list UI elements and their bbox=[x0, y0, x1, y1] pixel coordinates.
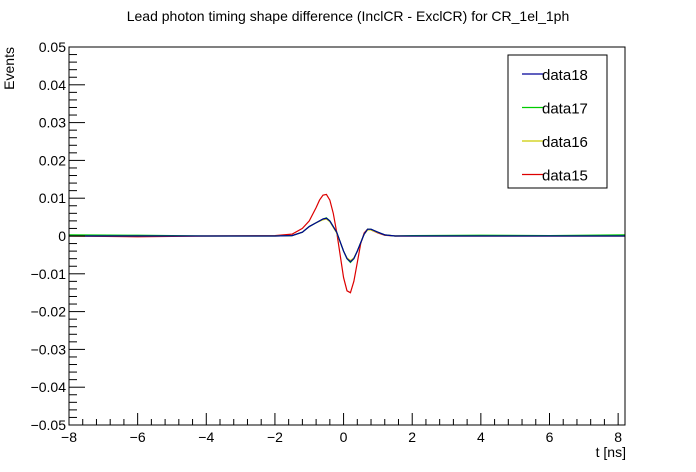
legend-label-data16: data16 bbox=[542, 134, 588, 151]
x-tick-label: −4 bbox=[198, 429, 214, 445]
y-tick-label: 0 bbox=[58, 228, 66, 244]
x-tick-label: −6 bbox=[130, 429, 146, 445]
legend-box bbox=[507, 54, 608, 189]
x-tick-label: 2 bbox=[408, 429, 416, 445]
series-line-data18 bbox=[69, 217, 625, 263]
chart-title: Lead photon timing shape difference (Inc… bbox=[127, 8, 570, 24]
x-axis-title: t [ns] bbox=[596, 444, 626, 460]
y-tick-label: −0.05 bbox=[31, 417, 67, 433]
y-tick-label: −0.03 bbox=[31, 341, 67, 357]
x-tick-label: −8 bbox=[61, 429, 77, 445]
y-tick-label: 0.03 bbox=[39, 115, 66, 131]
y-tick-label: 0.02 bbox=[39, 152, 66, 168]
plot-area bbox=[68, 193, 626, 294]
x-tick-label: 6 bbox=[546, 429, 554, 445]
legend: data18 data17 data16 data15 bbox=[507, 54, 608, 189]
y-tick-label: 0.01 bbox=[39, 190, 66, 206]
axes: −8 −6 −4 −2 0 2 4 6 8 −0.05 −0.04 −0.03 −0.02 −0.01 0 0… bbox=[31, 39, 626, 445]
y-axis-title: Events bbox=[1, 47, 17, 90]
legend-label-data15: data15 bbox=[542, 168, 588, 185]
x-tick-label: −2 bbox=[267, 429, 283, 445]
x-tick-label: 4 bbox=[477, 429, 485, 445]
legend-label-data17: data17 bbox=[542, 101, 588, 118]
legend-label-data18: data18 bbox=[542, 67, 588, 84]
y-tick-label: −0.04 bbox=[31, 379, 67, 395]
x-tick-label: 0 bbox=[340, 429, 348, 445]
x-tick-label: 8 bbox=[614, 429, 622, 445]
y-tick-label: 0.05 bbox=[39, 39, 66, 55]
y-tick-label: 0.04 bbox=[39, 77, 66, 93]
y-tick-label: −0.02 bbox=[31, 304, 67, 320]
y-tick-label: −0.01 bbox=[31, 266, 67, 282]
